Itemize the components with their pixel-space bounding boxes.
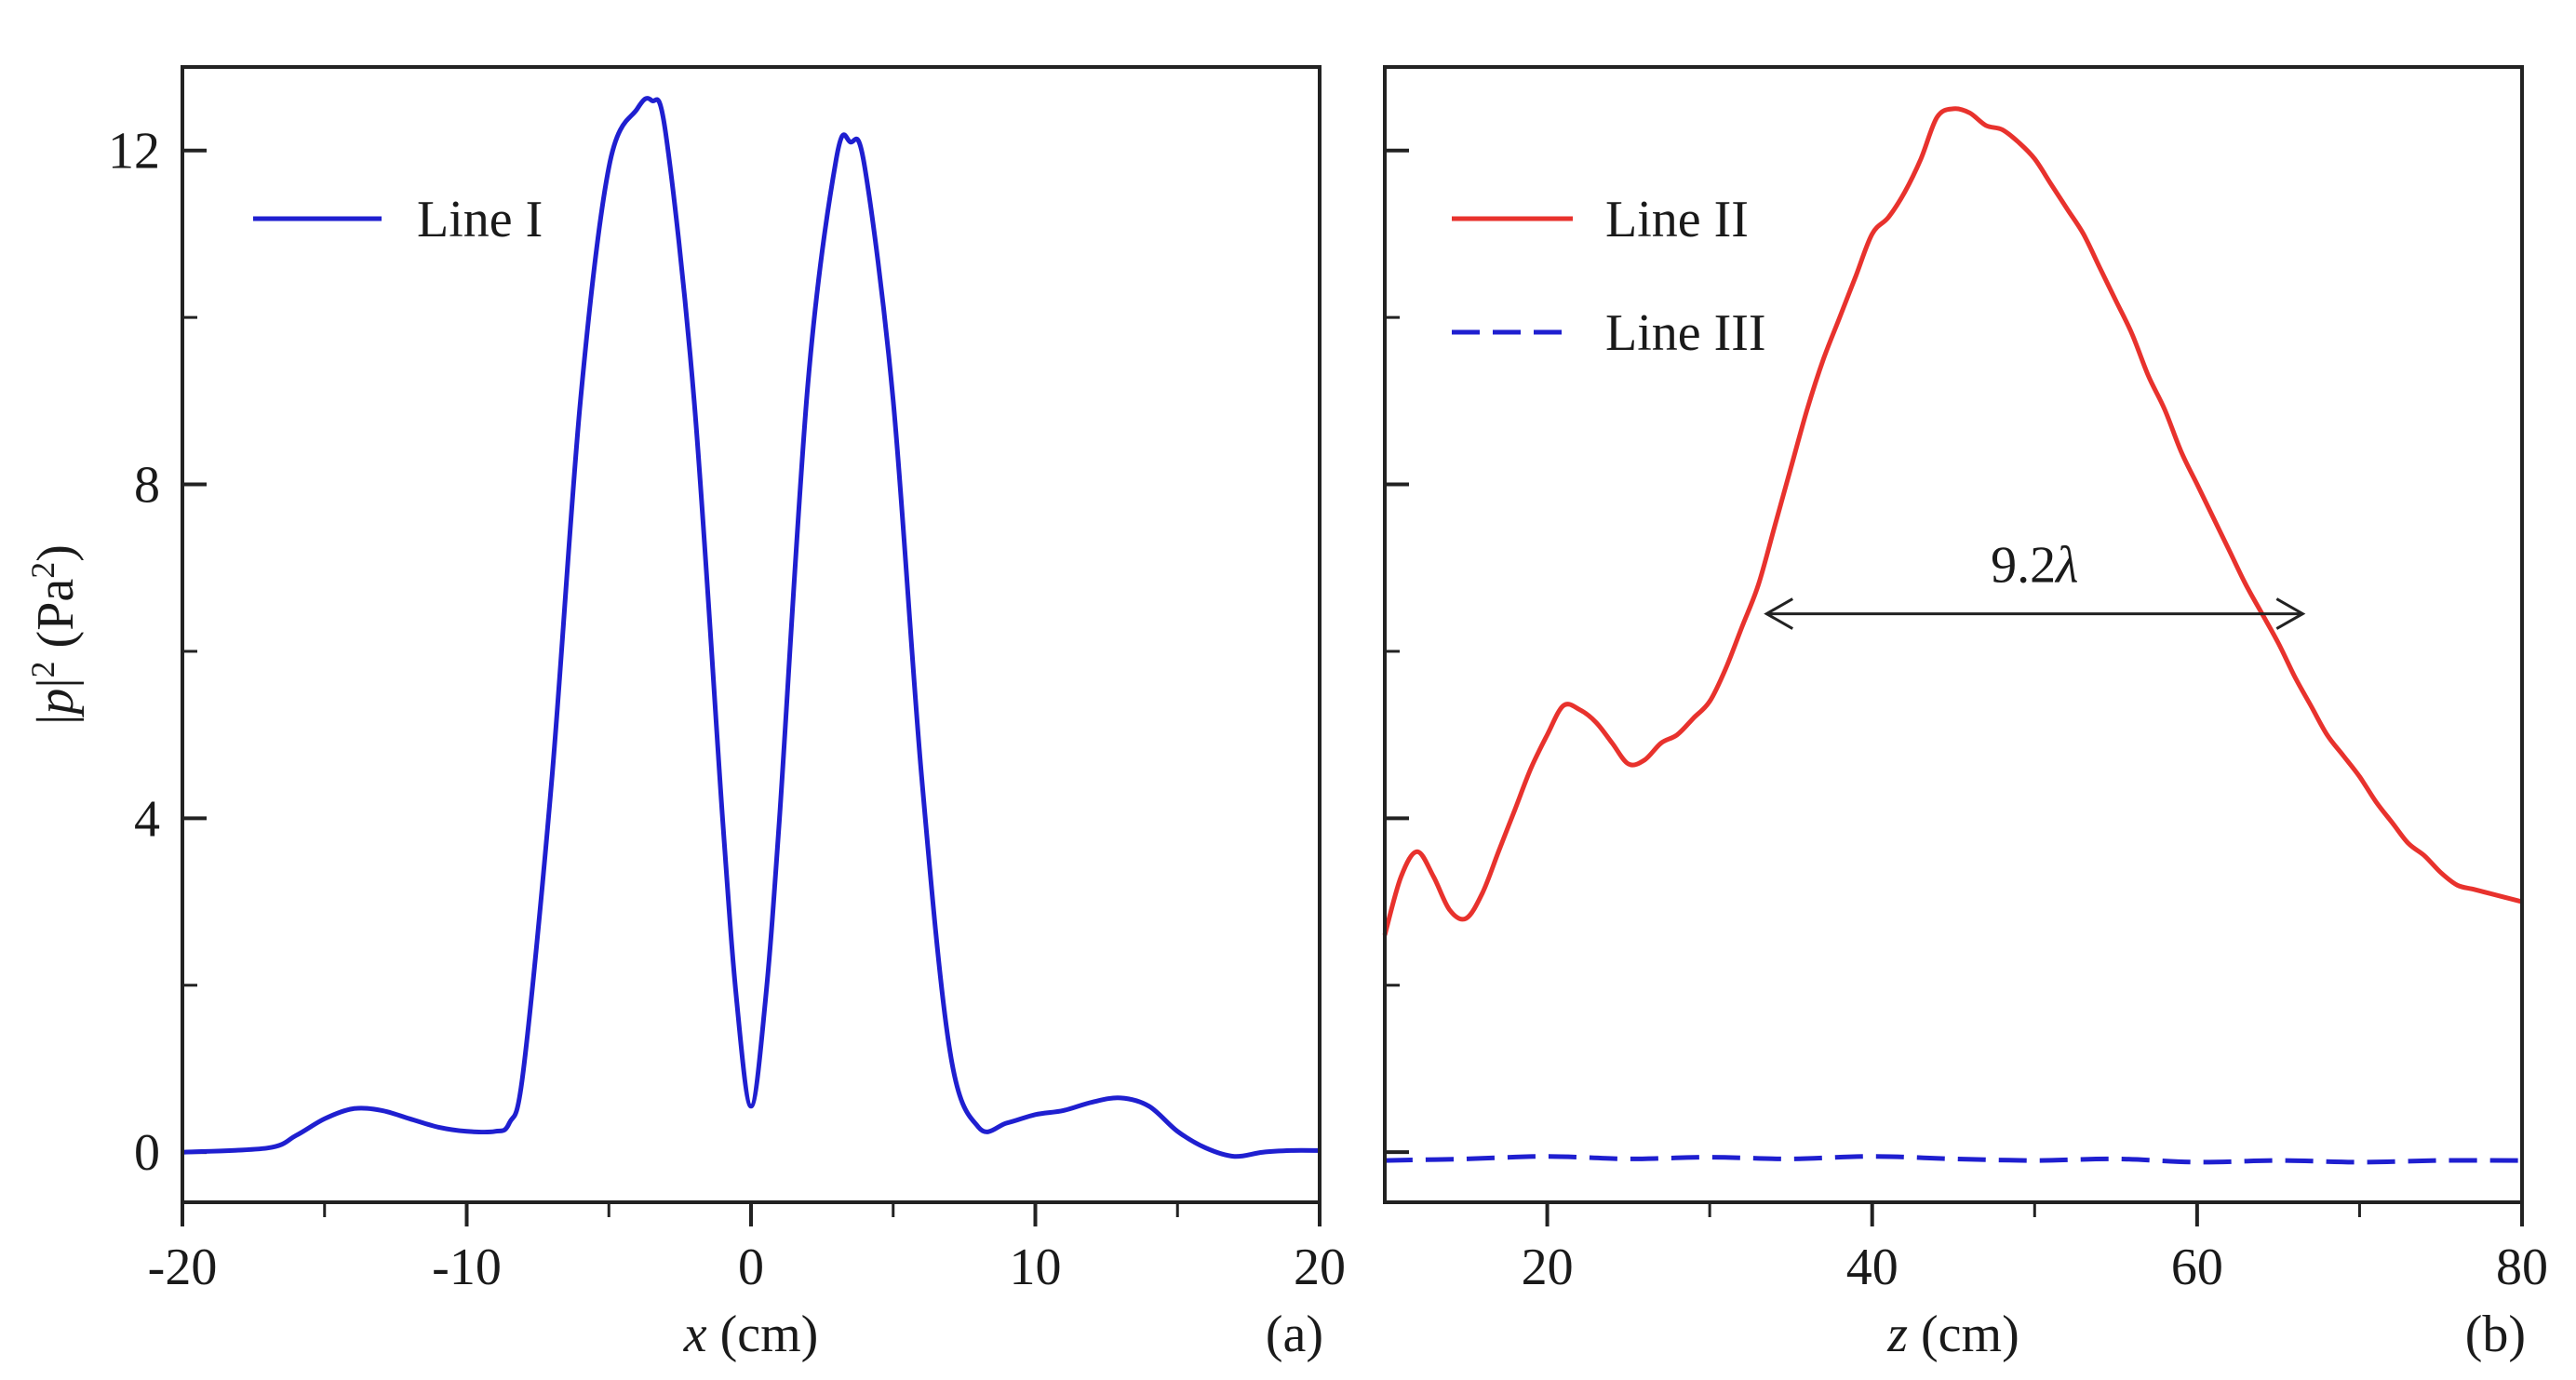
- chart-b-xlabel-unit: (cm): [1908, 1306, 2019, 1363]
- chart-b-xlabel: z (cm): [1886, 1306, 2019, 1363]
- chart-a-xtick-label: 10: [1010, 1239, 1062, 1296]
- chart-panel-a: -20 -10 0 10 20 0 4 8 12 Line I x (cm) (a) |p|2 …: [24, 65, 1346, 1363]
- chart-a-legend: Line I: [253, 191, 543, 248]
- chart-b-lines: [1382, 106, 2523, 1165]
- chart-a-tick-labels: -20 -10 0 10 20 0 4 8 12: [108, 123, 1346, 1296]
- chart-a-xtick-label: 20: [1294, 1239, 1346, 1296]
- chart-a-ylabel-exp: 2: [24, 562, 61, 579]
- chart-b-frame: [1383, 65, 2524, 1204]
- chart-a-xtick-label: -10: [432, 1239, 502, 1296]
- chart-panel-b: 20 40 60 80 Line II Line III 9.2λ z (cm) (b…: [1382, 65, 2548, 1363]
- chart-a-ylabel-var: p: [27, 689, 85, 718]
- chart-b-legend: Line II Line III: [1452, 191, 1766, 362]
- series-line-i-line: [181, 96, 1321, 1159]
- chart-b-xtick-label: 60: [2171, 1239, 2223, 1296]
- chart-a-ylabel: |p|2 (Pa2): [24, 544, 85, 725]
- chart-a-xtick-label: 0: [738, 1239, 764, 1296]
- chart-a-xlabel: x (cm): [683, 1306, 819, 1363]
- chart-a-ytick-label: 4: [134, 790, 160, 848]
- series-line-ii-line: [1382, 106, 2523, 936]
- legend-a-line-i-label: Line I: [417, 191, 543, 248]
- chart-a-xtick-label: -20: [148, 1239, 218, 1296]
- chart-a-ylabel-unit: (Pa: [27, 579, 85, 649]
- series-line-iii-line: [1384, 1154, 2523, 1165]
- annotation-arrowhead-right: [2275, 597, 2306, 630]
- annotation-width-label: 9.2λ: [1991, 537, 2078, 595]
- chart-a-ticks: [181, 148, 1322, 1226]
- annotation-width-symbol: λ: [2054, 537, 2078, 595]
- chart-a-ytick-label: 0: [134, 1124, 160, 1182]
- chart-a-ytick-label: 8: [134, 457, 160, 515]
- chart-b-tick-labels: 20 40 60 80: [1522, 1239, 2548, 1296]
- legend-b-line-iii-label: Line III: [1605, 304, 1766, 362]
- chart-b-xtick-label: 20: [1522, 1239, 1574, 1296]
- chart-a-ytick-label: 12: [108, 123, 160, 181]
- chart-b-ticks: [1385, 148, 2524, 1226]
- chart-a-xlabel-unit: (cm): [707, 1306, 819, 1363]
- chart-a-xlabel-var: x: [683, 1306, 707, 1363]
- annotation-width-number: 9.2: [1991, 537, 2056, 595]
- chart-a-frame: [181, 65, 1322, 1204]
- chart-a-lines: [181, 96, 1321, 1159]
- chart-b-xlabel-var: z: [1886, 1306, 1908, 1363]
- chart-b-panel-label: (b): [2465, 1306, 2526, 1363]
- chart-a-panel-label: (a): [1266, 1306, 1323, 1363]
- annotation-arrowhead-left: [1764, 597, 1793, 630]
- chart-b-xtick-label: 40: [1846, 1239, 1898, 1296]
- legend-b-line-ii-label: Line II: [1605, 191, 1749, 248]
- chart-b-xtick-label: 80: [2496, 1239, 2548, 1296]
- chart-b-annotation: 9.2λ: [1764, 537, 2306, 630]
